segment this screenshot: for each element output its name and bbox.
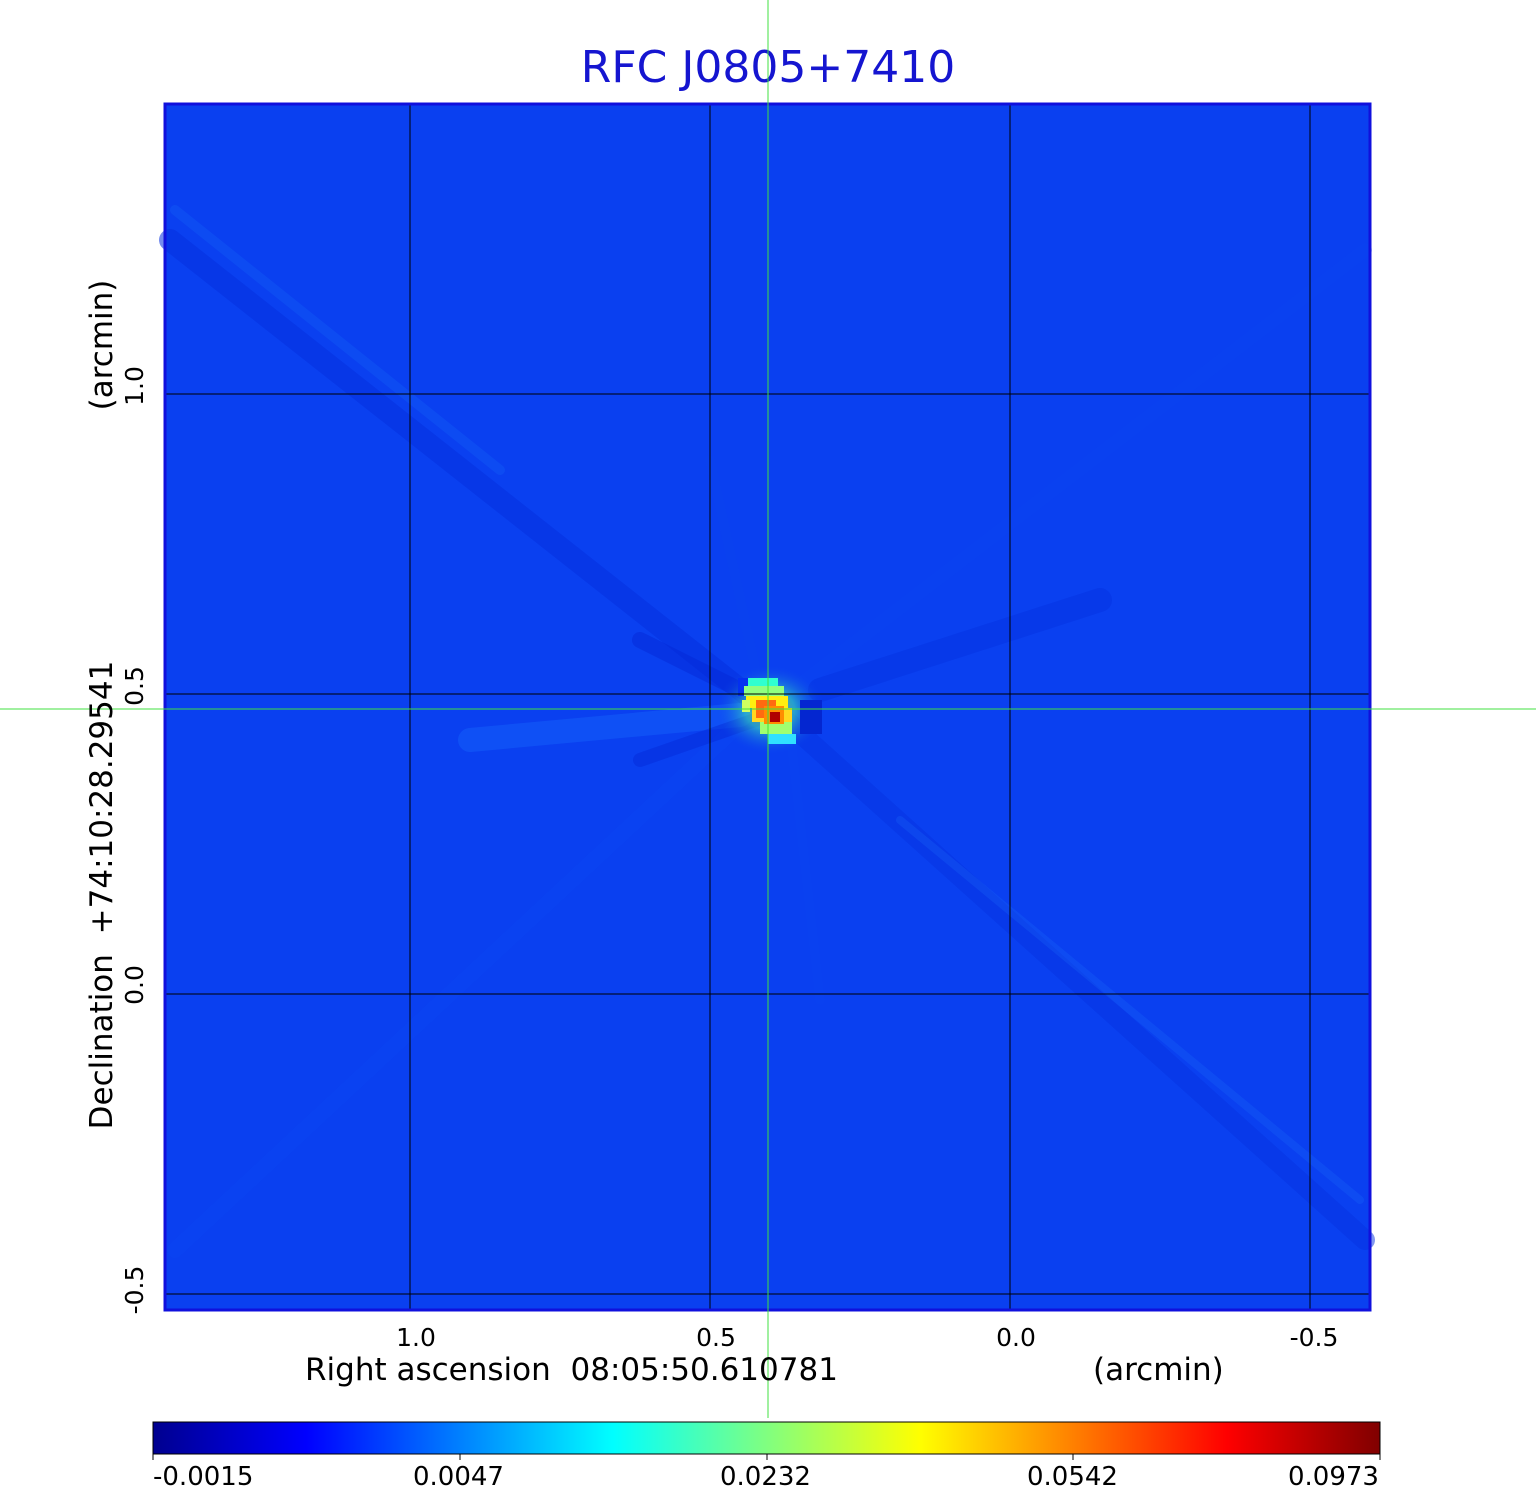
x-tick-label: -0.5 (1289, 1323, 1339, 1352)
colorbar-tick-label: -0.0015 (153, 1462, 254, 1492)
y-axis-label: Declination +74:10:28.29541 (84, 661, 120, 1130)
y-axis-unit: (arcmin) (84, 279, 120, 411)
colorbar-tick-label: 0.0232 (720, 1462, 811, 1492)
y-axis-name: Declination (84, 954, 120, 1130)
y-tick-label: 0.5 (120, 666, 149, 706)
colorbar-ticks (152, 1454, 1381, 1460)
y-tick-label: 1.0 (120, 366, 149, 406)
source-blob (715, 665, 825, 755)
crosshair (0, 0, 1536, 1418)
x-axis-center: 08:05:50.610781 (570, 1352, 838, 1388)
colorbar-tick-label: 0.0973 (1288, 1462, 1379, 1492)
x-tick-label: 0.5 (696, 1323, 736, 1352)
y-tick-label: -0.5 (120, 1265, 149, 1315)
x-axis-label: Right ascension 08:05:50.610781 (305, 1352, 838, 1388)
x-tick-label: 0.0 (996, 1323, 1036, 1352)
y-tick-label: 0.0 (120, 965, 149, 1005)
colorbar (152, 1421, 1381, 1455)
x-tick-label: 1.0 (396, 1323, 436, 1352)
y-axis-center: +74:10:28.29541 (84, 660, 120, 935)
x-axis-name: Right ascension (305, 1352, 551, 1388)
map-streaks (159, 205, 1375, 1258)
x-axis-unit: (arcmin) (1093, 1352, 1224, 1388)
colorbar-tick-label: 0.0047 (413, 1462, 504, 1492)
colorbar-tick-label: 0.0542 (1027, 1462, 1118, 1492)
